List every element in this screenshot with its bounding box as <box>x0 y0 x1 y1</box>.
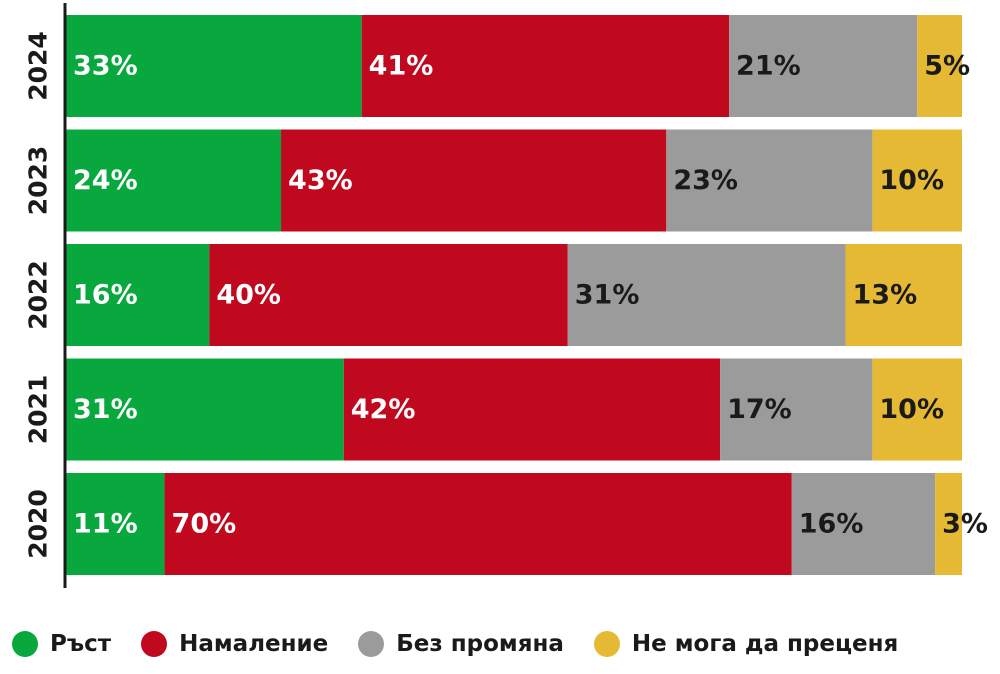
data-label-2020-2: 70% <box>172 509 237 540</box>
bar-segment-2024-2 <box>361 15 730 117</box>
legend-swatch-no-change <box>358 631 385 657</box>
legend-label-cannot-judge: Не мога да преценя <box>631 631 899 657</box>
bar-segment-2024-4 <box>917 15 962 117</box>
legend-item-growth: Ръст <box>12 631 111 657</box>
data-label-2021-2: 42% <box>351 394 416 425</box>
bar-segment-2022-2 <box>209 244 568 346</box>
chart-legend: Ръст Намаление Без промяна Не мога да пр… <box>12 622 898 666</box>
data-label-2023-2: 43% <box>288 165 353 196</box>
data-label-2021-1: 31% <box>73 394 138 425</box>
bar-segment-2020-2 <box>164 473 792 575</box>
legend-swatch-growth <box>12 631 38 657</box>
bar-segment-2023-2 <box>281 129 667 232</box>
legend-label-decrease: Намаление <box>179 631 329 657</box>
data-label-2022-1: 16% <box>73 280 138 311</box>
bar-segment-2020-1 <box>66 473 165 575</box>
legend-item-cannot-judge: Не мога да преценя <box>593 631 899 657</box>
bar-segment-2023-1 <box>66 129 282 232</box>
bar-segment-2021-3 <box>720 358 873 461</box>
data-label-2022-2: 40% <box>216 280 281 311</box>
data-label-2020-3: 16% <box>799 509 864 540</box>
bar-segment-2024-1 <box>66 15 362 117</box>
bar-segment-2021-1 <box>66 358 344 461</box>
legend-label-no-change: Без промяна <box>396 631 564 657</box>
year-label-2021: 2021 <box>24 375 53 445</box>
data-label-2024-2: 41% <box>369 51 434 82</box>
bar-segment-2023-3 <box>666 129 873 232</box>
year-label-2024: 2024 <box>24 31 53 101</box>
bar-segment-2022-4 <box>845 244 962 346</box>
data-label-2024-1: 33% <box>73 51 138 82</box>
legend-swatch-cannot-judge <box>593 631 620 657</box>
data-label-2023-3: 23% <box>673 165 738 196</box>
bar-segment-2021-4 <box>872 358 962 461</box>
year-label-2022: 2022 <box>24 260 53 330</box>
data-label-2021-4: 10% <box>879 394 944 425</box>
data-label-2023-1: 24% <box>73 165 138 196</box>
year-label-2020: 2020 <box>24 489 53 559</box>
data-label-2021-3: 17% <box>727 394 792 425</box>
bar-segment-2022-1 <box>66 244 210 346</box>
data-label-2024-3: 21% <box>736 51 801 82</box>
year-label-2023: 2023 <box>24 146 53 216</box>
data-label-2022-3: 31% <box>575 280 640 311</box>
data-label-2022-4: 13% <box>853 280 918 311</box>
data-label-2023-4: 10% <box>879 165 944 196</box>
bar-segment-2020-4 <box>935 473 962 575</box>
legend-swatch-decrease <box>141 631 168 657</box>
bar-segment-2021-2 <box>343 358 721 461</box>
data-label-2024-4: 5% <box>924 51 970 82</box>
bar-segment-2022-3 <box>567 244 846 346</box>
bar-segment-2023-4 <box>872 129 962 232</box>
data-label-2020-1: 11% <box>73 509 138 540</box>
legend-label-growth: Ръст <box>50 631 112 657</box>
legend-item-decrease: Намаление <box>141 631 328 657</box>
data-label-2020-4: 3% <box>942 509 988 540</box>
legend-item-no-change: Без промяна <box>358 631 564 657</box>
bar-segment-2024-3 <box>729 15 918 117</box>
bar-segment-2020-3 <box>791 473 936 575</box>
